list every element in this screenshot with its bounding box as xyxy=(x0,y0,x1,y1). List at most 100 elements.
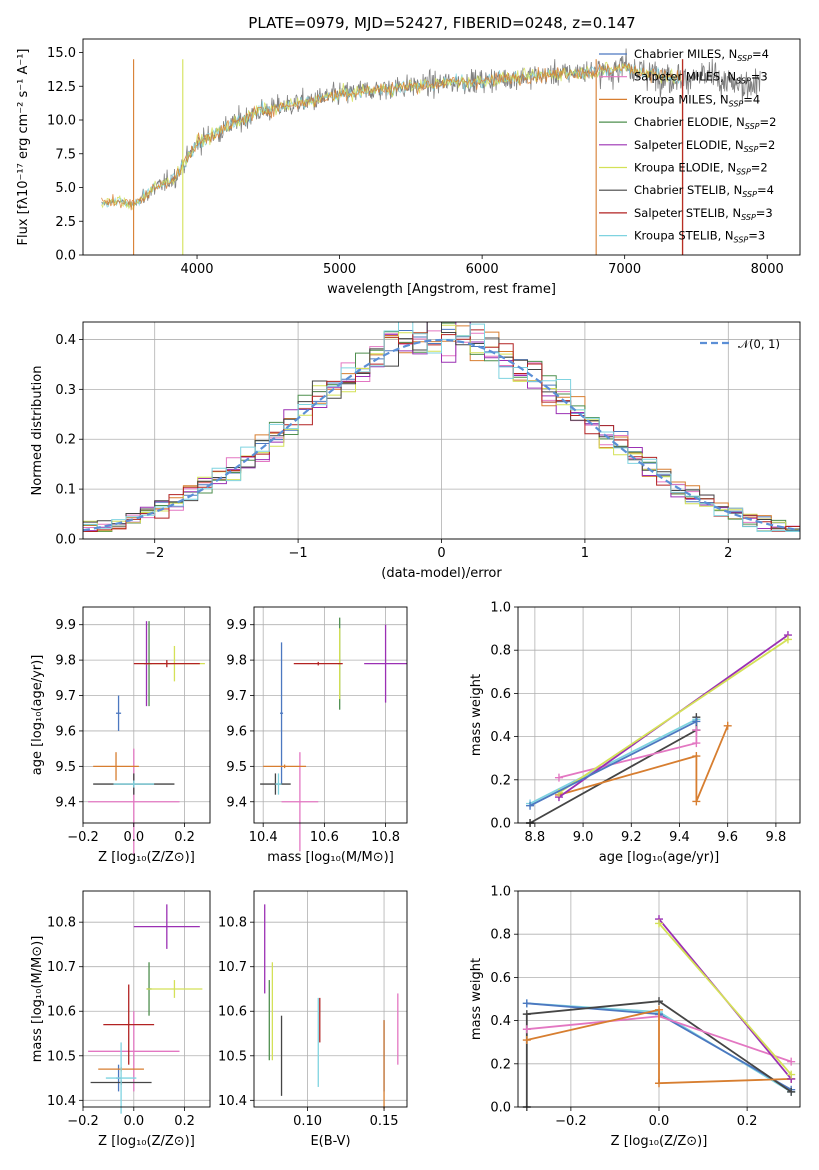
x-tick-label: −1 xyxy=(289,546,308,561)
plot-area-mass-vs-z xyxy=(88,904,203,1114)
x-axis-label: mass [log₁₀(M/M⊙)] xyxy=(267,850,394,865)
y-tick-label: 0.6 xyxy=(490,687,511,702)
y-axis-label: age [log₁₀(age/yr)] xyxy=(30,655,45,776)
gaussian-curve xyxy=(83,338,800,532)
plot-area-age-vs-z xyxy=(88,621,205,855)
x-tick-label: 0.2 xyxy=(174,1114,195,1129)
x-tick-label: 10.6 xyxy=(310,830,339,845)
y-tick-label: 9.7 xyxy=(226,689,247,704)
y-tick-label: 0.0 xyxy=(490,1101,511,1116)
x-tick-label: −0.2 xyxy=(67,1114,99,1129)
weight-marker-salpeter_miles xyxy=(692,726,701,735)
y-tick-label: 10.6 xyxy=(47,1005,76,1020)
weight-marker-chabrier_stelib xyxy=(655,997,663,1006)
weight-marker-kroupa_elodie xyxy=(655,919,663,928)
weight-marker-kroupa_miles xyxy=(655,1079,663,1088)
y-tick-label: 0.8 xyxy=(490,928,511,943)
hist-step-salpeter_stelib xyxy=(83,329,800,532)
y-tick-label: 9.5 xyxy=(226,760,247,775)
legend-label-kroupa_elodie: Kroupa ELODIE, NSSP=2 xyxy=(634,161,768,177)
legend-label-chabrier_stelib: Chabrier STELIB, NSSP=4 xyxy=(634,183,774,199)
axes-frame xyxy=(82,890,211,1108)
x-tick-label: 1 xyxy=(581,546,589,561)
axes-frame xyxy=(517,890,801,1108)
y-tick-label: 0.4 xyxy=(490,730,511,745)
figure-title: PLATE=0979, MJD=52427, FIBERID=0248, z=0… xyxy=(248,14,635,32)
weight-marker-kroupa_elodie xyxy=(787,1070,796,1079)
y-tick-label: 9.9 xyxy=(55,618,76,633)
y-tick-label: 5.0 xyxy=(55,181,76,196)
weight-marker-salpeter_miles xyxy=(692,739,701,748)
axes-residual-hist: −2 −1 0 1 2 0.0 0.1 0.2 0.3 0.4 (data-model)/error… xyxy=(30,321,801,581)
legend-label-salpeter_stelib: Salpeter STELIB, NSSP=3 xyxy=(634,206,773,222)
y-tick-label: 0.0 xyxy=(55,533,76,548)
y-tick-label: 9.5 xyxy=(55,760,76,775)
y-axis-label: mass weight xyxy=(469,674,484,756)
x-tick-label: 9.4 xyxy=(669,830,690,845)
weight-marker-chabrier_miles xyxy=(526,801,535,810)
legend-label-kroupa_miles: Kroupa MILES, NSSP=4 xyxy=(634,92,760,108)
axes-weight-vs-z: −0.2 0.0 0.2 0.0 0.2 0.4 0.6 0.8 1.0 Z [log₁₀(Z/Z… xyxy=(469,885,801,1149)
plot-area-weight-vs-age xyxy=(526,631,792,827)
y-tick-label: 9.8 xyxy=(226,654,247,669)
y-tick-label: 1.0 xyxy=(490,885,511,900)
axes-frame xyxy=(82,321,801,540)
x-tick-label: 0 xyxy=(437,546,445,561)
y-tick-label: 0.1 xyxy=(55,483,76,498)
x-axis-label: Z [log₁₀(Z/Z⊙)] xyxy=(611,1134,708,1149)
y-tick-label: 9.4 xyxy=(55,795,76,810)
axes-frame xyxy=(82,606,211,824)
y-axis-label: Flux [fλ10⁻¹⁷ erg cm⁻² s⁻¹ A⁻¹] xyxy=(16,49,31,246)
y-tick-label: 9.9 xyxy=(226,618,247,633)
spectrum-model-kroupa_miles xyxy=(101,62,682,211)
weight-line-kroupa_miles xyxy=(558,725,729,802)
axes-frame xyxy=(253,890,408,1108)
plot-area-age-vs-mass xyxy=(260,617,407,852)
y-axis-label: mass [log₁₀(M/M⊙)] xyxy=(30,936,45,1063)
x-axis-label: age [log₁₀(age/yr)] xyxy=(599,850,720,865)
weight-marker-chabrier_miles xyxy=(692,717,701,726)
weight-marker-kroupa_miles xyxy=(655,1005,663,1014)
x-tick-label: 0.0 xyxy=(123,1114,144,1129)
y-tick-label: 10.4 xyxy=(47,1094,76,1109)
y-tick-label: 9.4 xyxy=(226,795,247,810)
weight-marker-kroupa_miles xyxy=(692,752,701,761)
y-tick-label: 2.5 xyxy=(55,215,76,230)
legend-label-chabrier_miles: Chabrier MILES, NSSP=4 xyxy=(634,47,769,63)
axes-frame xyxy=(517,606,801,824)
x-tick-label: 2 xyxy=(724,546,732,561)
y-tick-label: 0.2 xyxy=(490,1057,511,1072)
legend-label-salpeter_elodie: Salpeter ELODIE, NSSP=2 xyxy=(634,138,775,154)
x-tick-label: 7000 xyxy=(608,262,641,277)
x-tick-label: −2 xyxy=(145,546,164,561)
y-tick-label: 10.5 xyxy=(47,1049,76,1064)
weight-marker-kroupa_miles xyxy=(522,1036,531,1045)
weight-line-chabrier_stelib xyxy=(525,1000,792,1107)
y-tick-label: 10.7 xyxy=(47,960,76,975)
x-tick-label: 0.0 xyxy=(123,830,144,845)
y-tick-label: 0.6 xyxy=(490,971,511,986)
y-tick-label: 10.5 xyxy=(218,1049,247,1064)
y-tick-label: 10.4 xyxy=(218,1094,247,1109)
y-tick-label: 10.6 xyxy=(218,1005,247,1020)
legend-gaussian-label: 𝒩(0, 1) xyxy=(738,337,780,351)
x-tick-label: 10.8 xyxy=(371,830,400,845)
weight-line-kroupa_elodie xyxy=(558,638,789,794)
x-tick-label: −0.2 xyxy=(67,830,99,845)
y-tick-label: 0.2 xyxy=(55,433,76,448)
x-tick-label: 0.15 xyxy=(370,1114,399,1129)
y-tick-label: 9.6 xyxy=(226,724,247,739)
y-tick-label: 10.7 xyxy=(218,960,247,975)
x-axis-label: wavelength [Angstrom, rest frame] xyxy=(327,282,556,297)
x-tick-label: 6000 xyxy=(466,262,499,277)
y-tick-label: 9.7 xyxy=(55,689,76,704)
plot-area-weight-vs-z xyxy=(522,915,796,1111)
weight-line-chabrier_miles xyxy=(529,720,697,807)
x-axis-label: (data-model)/error xyxy=(381,566,502,581)
y-tick-label: 10.8 xyxy=(47,916,76,931)
x-axis-label: Z [log₁₀(Z/Z⊙)] xyxy=(98,1134,195,1149)
weight-marker-salpeter_miles xyxy=(787,1057,796,1066)
weight-marker-kroupa_elodie xyxy=(783,635,792,644)
x-axis-label: E(B-V) xyxy=(310,1134,350,1149)
x-tick-label: 4000 xyxy=(180,262,213,277)
